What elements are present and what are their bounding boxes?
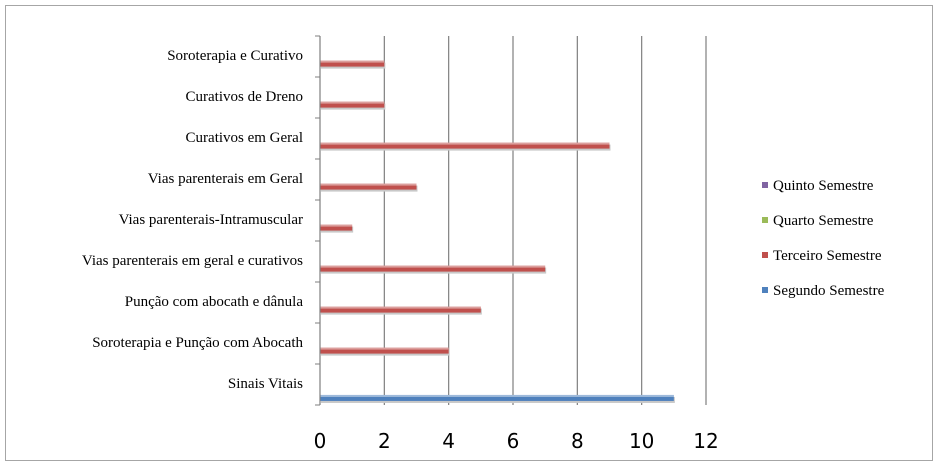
bar — [320, 224, 353, 231]
legend-label: Quinto Semestre — [773, 178, 874, 194]
legend-label: Segundo Semestre — [773, 283, 885, 299]
category-label: Punção com abocath e dânula — [125, 294, 304, 310]
x-tick-label: 2 — [378, 429, 391, 453]
category-label: Vias parenterais em Geral — [148, 171, 303, 187]
x-tick-label: 12 — [693, 429, 718, 453]
bar-highlight — [320, 183, 417, 186]
category-label: Sinais Vitais — [228, 376, 303, 392]
bar — [320, 101, 385, 108]
x-tick-label: 4 — [442, 429, 455, 453]
legend-swatch — [762, 252, 768, 258]
y-axis — [315, 35, 321, 406]
bar — [320, 142, 610, 149]
legend-label: Terceiro Semestre — [773, 248, 882, 264]
bar-highlight — [320, 142, 610, 145]
bar-highlight — [320, 60, 385, 63]
legend-swatch — [762, 287, 768, 293]
legend-label: Quarto Semestre — [773, 213, 874, 229]
bar — [320, 306, 481, 313]
bar-highlight — [320, 394, 674, 397]
category-label: Curativos de Dreno — [186, 89, 303, 105]
bar-highlight — [320, 101, 385, 104]
x-tick-label: 10 — [629, 429, 654, 453]
category-label: Soroterapia e Curativo — [167, 48, 303, 64]
legend-swatch — [762, 182, 768, 188]
category-label: Vias parenterais em geral e curativos — [82, 253, 303, 269]
bar — [320, 394, 674, 401]
category-labels: Sinais Vitais Soroterapia e Punção com Ab… — [82, 48, 304, 392]
category-label: Curativos em Geral — [186, 130, 303, 146]
grid-lines — [383, 36, 707, 405]
bar-highlight — [320, 347, 449, 350]
category-label: Vias parenterais-Intramuscular — [119, 212, 303, 228]
bar — [320, 60, 385, 67]
bar-highlight — [320, 265, 546, 268]
x-tick-label: 6 — [507, 429, 520, 453]
x-tick-labels: 0 2 4 6 8 10 12 — [314, 429, 719, 453]
x-tick-label: 0 — [314, 429, 327, 453]
bar-highlight — [320, 224, 353, 227]
bar — [320, 347, 449, 354]
bar — [320, 265, 546, 272]
chart-frame — [5, 5, 933, 461]
bar — [320, 183, 417, 190]
category-label: Soroterapia e Punção com Abocath — [92, 335, 303, 351]
bar-highlight — [320, 306, 481, 309]
legend: Quinto Semestre Quarto Semestre Terceiro S… — [762, 178, 885, 299]
legend-swatch — [762, 217, 768, 223]
bars — [320, 60, 675, 403]
x-tick-label: 8 — [571, 429, 584, 453]
